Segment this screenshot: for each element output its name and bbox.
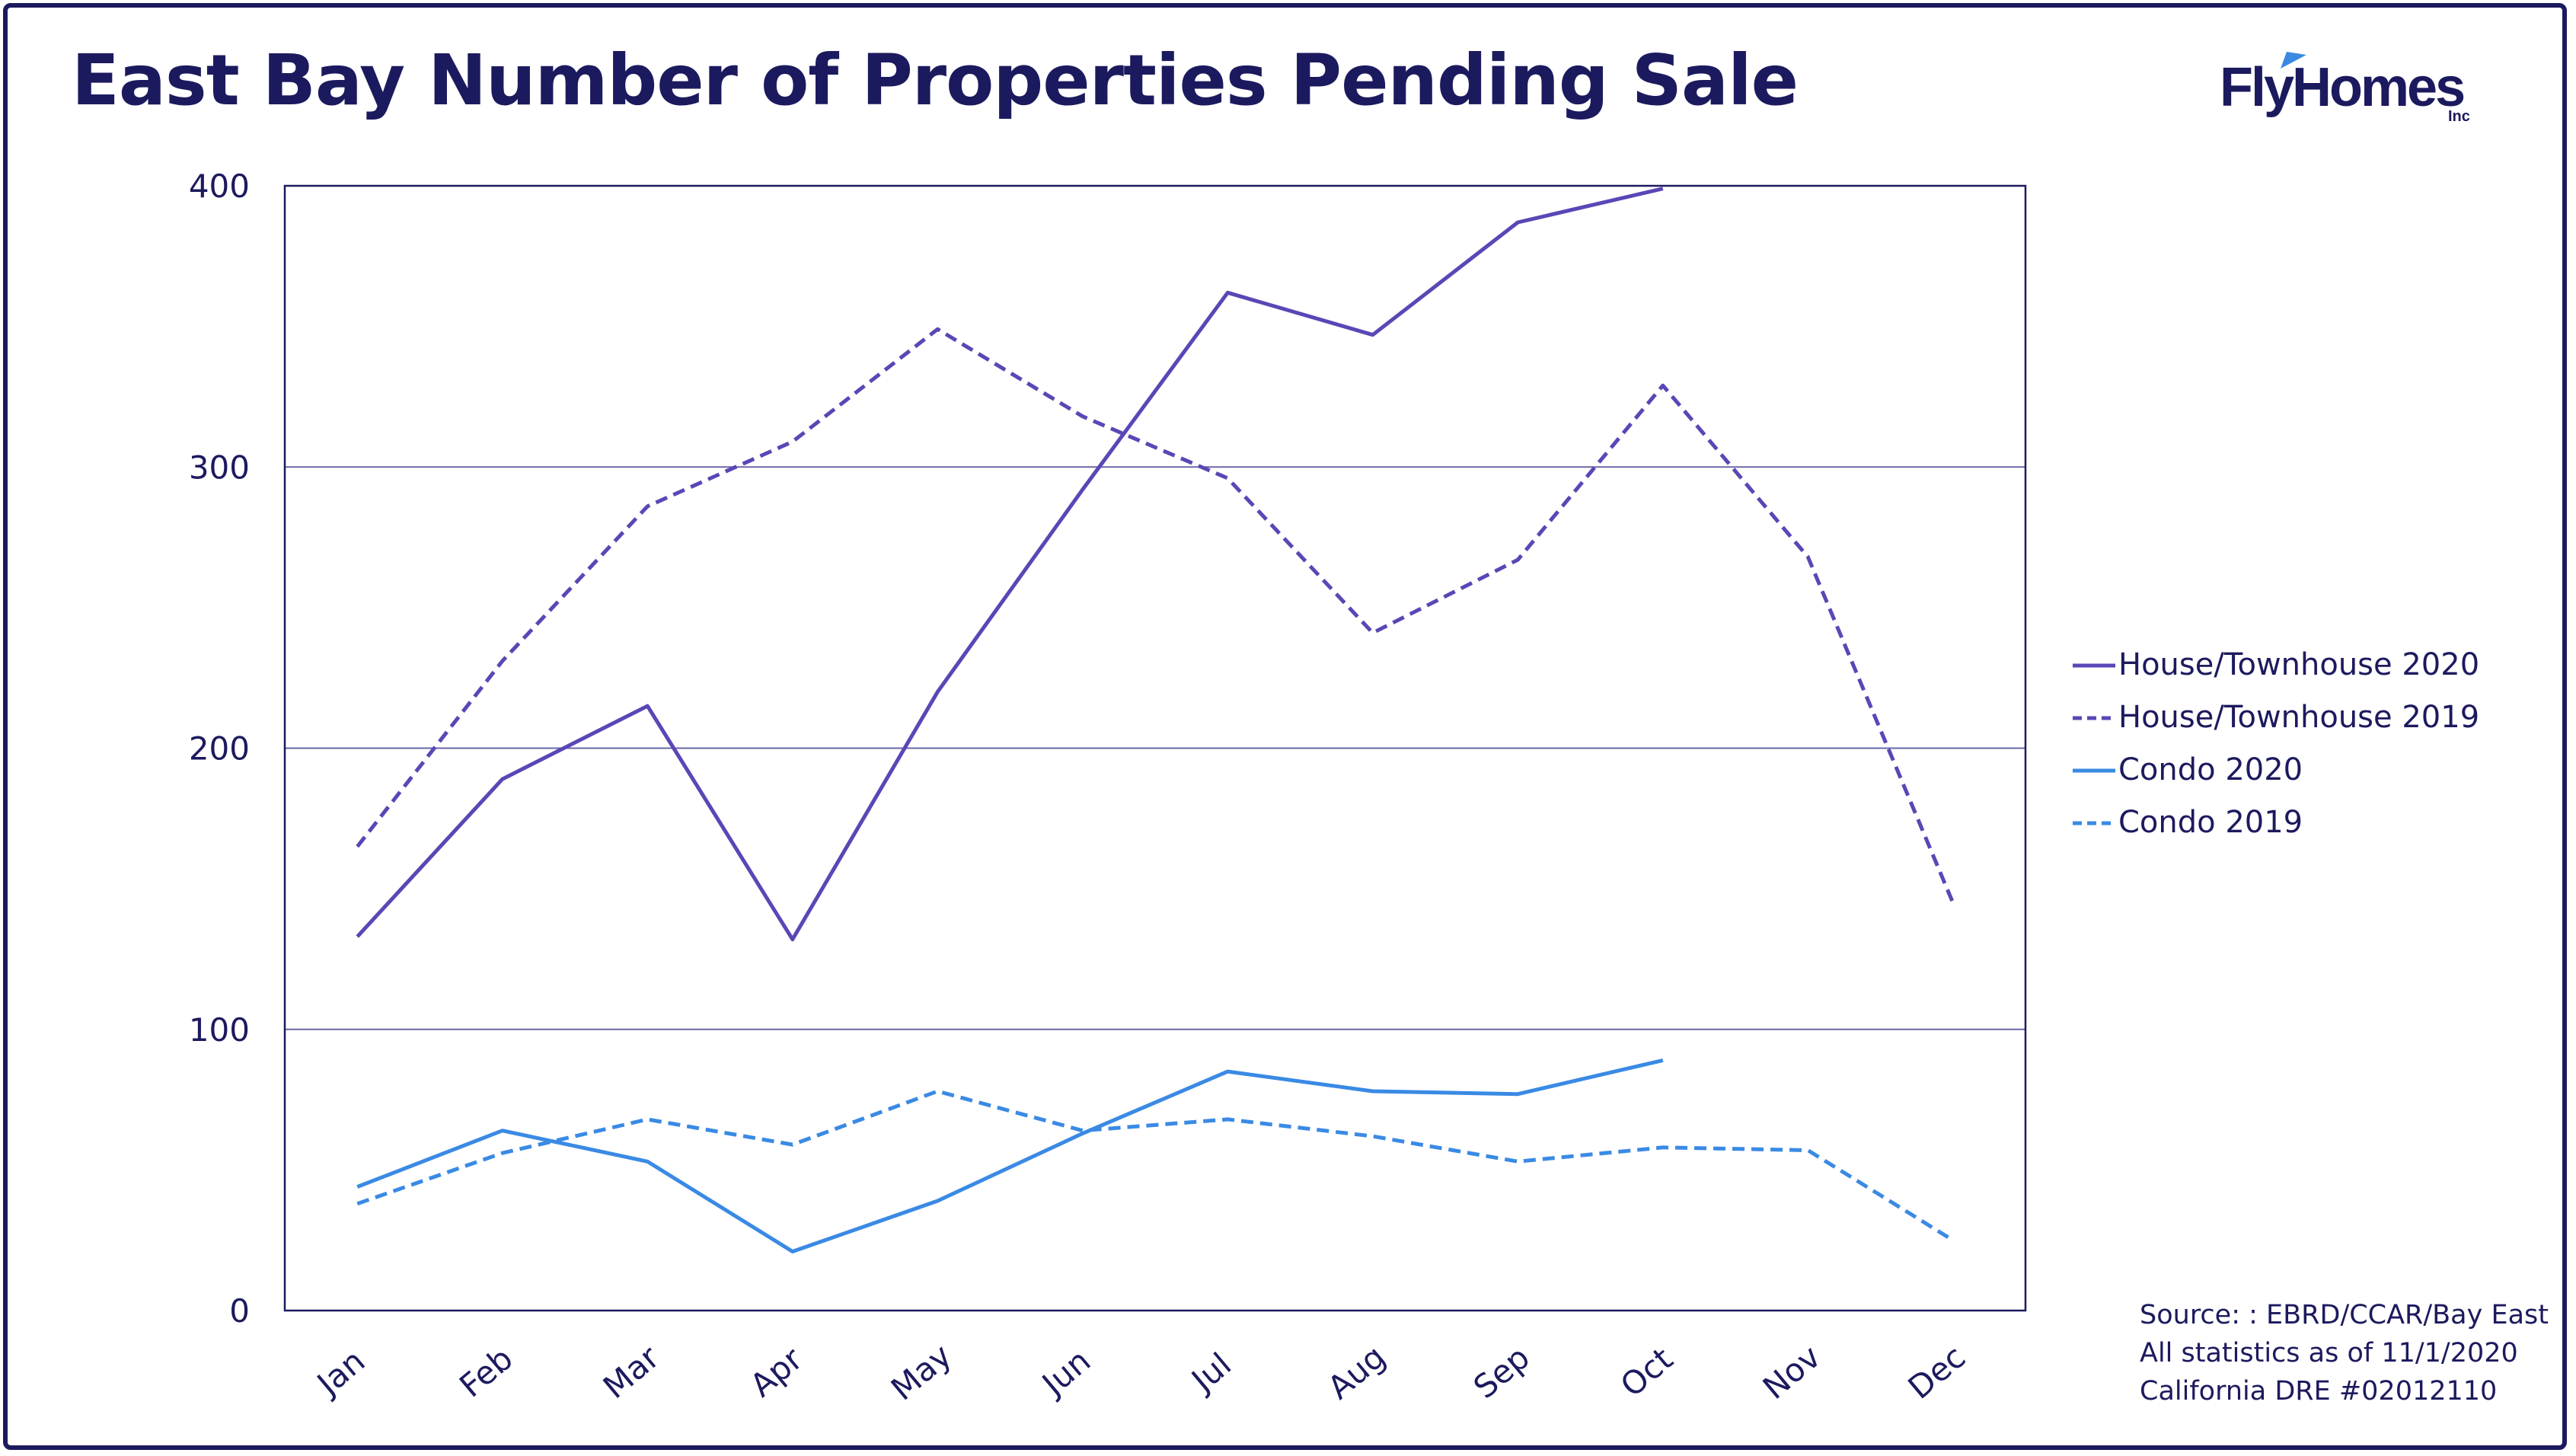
x-tick-label: Dec (1901, 1338, 1973, 1407)
x-tick-label: Jan (308, 1342, 372, 1403)
series-line-2 (356, 1058, 1664, 1253)
plot-area (283, 184, 2027, 1312)
chart-title: East Bay Number of Properties Pending Sa… (72, 40, 1799, 121)
series-line-0 (356, 187, 1664, 942)
legend-swatch (2073, 663, 2115, 668)
logo-flag-icon (2281, 52, 2306, 69)
y-tick-label: 200 (189, 730, 250, 768)
line-chart: 0 100 200 300 400 Jan Feb Mar Apr May Jun Jul Aug Sep… (189, 168, 2027, 1408)
legend-label: Condo 2019 (2118, 805, 2303, 840)
legend-swatch (2073, 768, 2115, 773)
x-tick-label: Aug (1320, 1338, 1392, 1407)
legend-item: Condo 2020 (2070, 748, 2557, 793)
x-tick-label: Jun (1033, 1342, 1097, 1404)
logo-text: FlyHomes (2220, 57, 2466, 118)
x-tick-label: Oct (1614, 1340, 1680, 1404)
legend-item: House/Townhouse 2019 (2070, 695, 2557, 741)
y-tick-label: 0 (229, 1292, 250, 1330)
legend-label: House/Townhouse 2020 (2118, 647, 2480, 682)
source-note: Source: : EBRD/CCAR/Bay East All statist… (2140, 1296, 2549, 1410)
series-line-3 (356, 1089, 1955, 1242)
series-line-1 (356, 327, 1955, 904)
legend-swatch (2073, 716, 2115, 720)
x-tick-label: Sep (1467, 1339, 1537, 1406)
source-line: California DRE #02012110 (2140, 1376, 2498, 1407)
x-tick-label: Mar (596, 1338, 667, 1406)
flyhomes-logo: FlyHomes Inc (2220, 52, 2471, 128)
x-tick-label: Apr (743, 1339, 810, 1404)
legend-swatch (2073, 821, 2115, 825)
chart-frame: East Bay Number of Properties Pending Sa… (3, 3, 2567, 1450)
legend-item: House/Townhouse 2020 (2070, 643, 2557, 688)
y-tick-label: 400 (189, 168, 250, 205)
source-line: All statistics as of 11/1/2020 (2140, 1338, 2518, 1368)
source-line: Source: : EBRD/CCAR/Bay East (2140, 1300, 2549, 1330)
x-tick-label: Nov (1756, 1338, 1827, 1407)
x-tick-label: Jul (1183, 1346, 1238, 1400)
x-tick-label: May (884, 1336, 959, 1407)
x-tick-label: Feb (452, 1339, 519, 1404)
y-tick-label: 300 (189, 449, 250, 486)
legend-item: Condo 2019 (2070, 800, 2557, 846)
legend-label: House/Townhouse 2019 (2118, 700, 2480, 735)
logo-suffix: Inc (2448, 108, 2470, 125)
y-tick-label: 100 (189, 1011, 250, 1049)
legend-label: Condo 2020 (2118, 752, 2303, 787)
